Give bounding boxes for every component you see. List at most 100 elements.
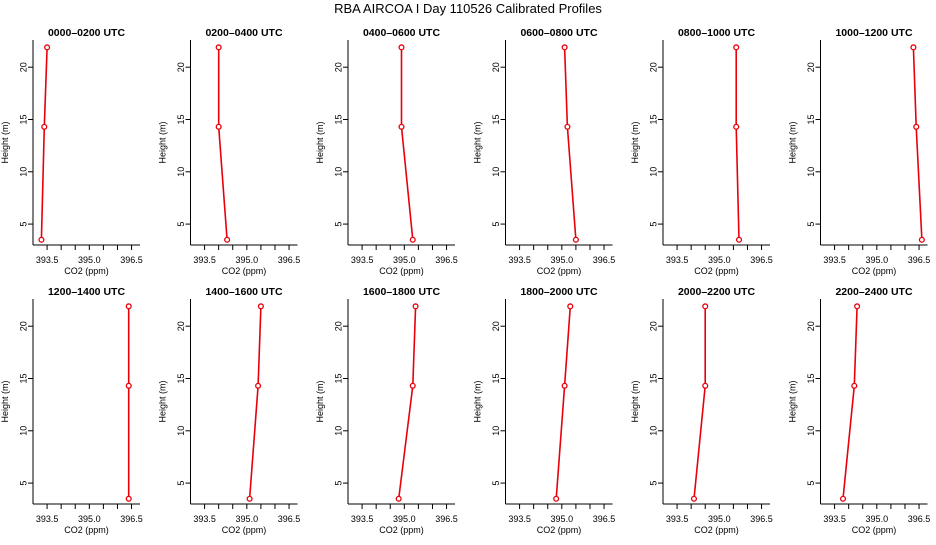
- y-tick-label: 20: [18, 62, 28, 72]
- y-tick-label: 10: [18, 426, 28, 436]
- panel-6: 1000–1200 UTC 393.5 395.0 396.5 5 10 15 20 CO2 (…: [788, 27, 931, 276]
- x-tick-label: 393.5: [36, 255, 59, 265]
- panel-title: 1400–1600 UTC: [205, 286, 282, 298]
- profile-line: [912, 47, 923, 240]
- y-axis-label: Height (m): [788, 121, 798, 163]
- profile-point: [125, 303, 132, 310]
- y-tick-label: 10: [333, 426, 343, 436]
- x-tick-label: 395.0: [236, 255, 259, 265]
- x-tick-label: 393.5: [351, 255, 374, 265]
- panel-title: 1600–1800 UTC: [363, 286, 440, 298]
- profile-point: [702, 303, 709, 310]
- y-tick-label: 10: [491, 426, 501, 436]
- y-tick-label: 5: [491, 222, 501, 227]
- x-tick-label: 395.0: [866, 255, 889, 265]
- y-tick-label: 15: [491, 114, 501, 124]
- y-axis-label: Height (m): [630, 121, 640, 163]
- panel-title: 1000–1200 UTC: [835, 27, 912, 39]
- x-tick-label: 396.5: [593, 514, 616, 524]
- y-tick-label: 20: [648, 321, 658, 331]
- x-axis-label: CO2 (ppm): [379, 266, 424, 276]
- profile-point: [918, 236, 925, 243]
- profile-point: [913, 123, 920, 130]
- profile-point: [246, 495, 253, 502]
- profile-point: [564, 123, 571, 130]
- panel-10: 1800–2000 UTC 393.5 395.0 396.5 5 10 15 20 CO2 (…: [473, 286, 616, 535]
- profile-point: [690, 495, 698, 502]
- x-axis-label: CO2 (ppm): [694, 266, 739, 276]
- x-tick-label: 396.5: [593, 255, 616, 265]
- profile-point: [255, 382, 262, 389]
- y-axis-label: Height (m): [473, 121, 483, 163]
- panel-title: 1200–1400 UTC: [48, 286, 125, 298]
- profile-line: [693, 306, 707, 499]
- x-tick-label: 396.5: [278, 255, 301, 265]
- panel-12: 2200–2400 UTC 393.5 395.0 396.5 5 10 15 20 CO2 (…: [788, 286, 931, 535]
- x-axis-label: CO2 (ppm): [222, 525, 267, 535]
- x-tick-label: 393.5: [193, 514, 216, 524]
- y-tick-label: 15: [333, 114, 343, 124]
- panel-7: 1200–1400 UTC 393.5 395.0 396.5 5 10 15 20 CO2 (…: [0, 286, 143, 535]
- profile-point: [910, 44, 917, 51]
- x-tick-label: 395.0: [78, 514, 101, 524]
- x-tick-label: 393.5: [823, 255, 846, 265]
- profile-point: [38, 236, 45, 243]
- y-tick-label: 10: [806, 167, 816, 177]
- profile-line: [248, 306, 262, 499]
- panel-9: 1600–1800 UTC 393.5 395.0 396.5 5 10 15 20 CO2 (…: [315, 286, 458, 535]
- y-tick-label: 20: [491, 62, 501, 72]
- panel-8: 1400–1600 UTC 393.5 395.0 396.5 5 10 15 20 CO2 (…: [158, 286, 301, 535]
- y-tick-label: 5: [18, 222, 28, 227]
- profile-line: [400, 47, 414, 240]
- y-tick-label: 10: [806, 426, 816, 436]
- x-axis-label: CO2 (ppm): [694, 525, 739, 535]
- y-tick-label: 20: [806, 62, 816, 72]
- y-tick-label: 20: [176, 321, 186, 331]
- x-tick-label: 396.5: [750, 255, 773, 265]
- x-tick-label: 395.0: [551, 255, 574, 265]
- profile-line: [563, 47, 577, 240]
- panel-2: 0200–0400 UTC 393.5 395.0 396.5 5 10 15 20 CO2 (…: [158, 27, 301, 276]
- y-tick-label: 5: [333, 481, 343, 486]
- x-tick-label: 396.5: [908, 255, 931, 265]
- profile-point: [41, 123, 48, 130]
- panel-title: 0000–0200 UTC: [48, 27, 125, 39]
- profile-point: [215, 123, 222, 130]
- x-axis-label: CO2 (ppm): [852, 266, 897, 276]
- x-tick-label: 393.5: [666, 255, 689, 265]
- y-tick-label: 10: [491, 167, 501, 177]
- y-axis-label: Height (m): [158, 121, 168, 163]
- profile-point: [851, 382, 858, 389]
- x-tick-label: 396.5: [908, 514, 931, 524]
- profile-point: [735, 236, 743, 243]
- y-tick-label: 15: [176, 373, 186, 383]
- x-tick-label: 393.5: [351, 514, 374, 524]
- y-axis-label: Height (m): [788, 380, 798, 422]
- y-tick-label: 15: [491, 373, 501, 383]
- x-axis-label: CO2 (ppm): [379, 525, 424, 535]
- x-tick-label: 395.0: [393, 514, 416, 524]
- y-tick-label: 10: [176, 426, 186, 436]
- profile-point: [572, 236, 579, 243]
- y-axis-label: Height (m): [315, 380, 325, 422]
- x-tick-label: 395.0: [551, 514, 574, 524]
- profile-point: [839, 495, 847, 502]
- y-axis-label: Height (m): [158, 380, 168, 422]
- x-tick-label: 393.5: [666, 514, 689, 524]
- y-tick-label: 15: [176, 114, 186, 124]
- x-tick-label: 396.5: [435, 514, 458, 524]
- y-tick-label: 10: [648, 426, 658, 436]
- profile-point: [125, 495, 132, 502]
- x-tick-label: 395.0: [866, 514, 889, 524]
- figure-title: RBA AIRCOA I Day 110526 Calibrated Profi…: [334, 1, 602, 16]
- x-tick-label: 396.5: [750, 514, 773, 524]
- profile-point: [395, 495, 402, 502]
- y-tick-label: 5: [333, 222, 343, 227]
- x-tick-label: 395.0: [708, 514, 731, 524]
- y-axis-label: Height (m): [0, 121, 10, 163]
- y-axis-label: Height (m): [0, 380, 10, 422]
- y-tick-label: 15: [648, 114, 658, 124]
- profile-point: [257, 303, 264, 310]
